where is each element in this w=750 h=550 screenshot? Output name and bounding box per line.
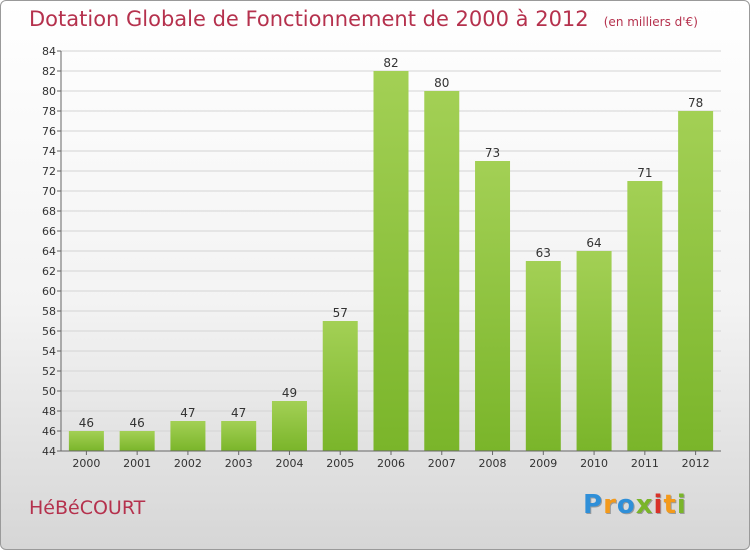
logo-letter: r (603, 490, 617, 520)
proxiti-logo: Proxiti (583, 490, 687, 520)
x-tick-label: 2009 (529, 457, 557, 470)
y-tick-label: 72 (42, 165, 56, 178)
y-tick-label: 60 (42, 285, 56, 298)
data-label: 47 (231, 406, 246, 420)
bar (475, 161, 511, 451)
chart-title: Dotation Globale de Fonctionnement de 20… (29, 7, 589, 31)
bar (525, 261, 561, 451)
y-tick-label: 66 (42, 225, 56, 238)
logo-letter: t (663, 490, 677, 520)
bar (170, 421, 206, 451)
x-tick-label: 2012 (682, 457, 710, 470)
y-tick-label: 76 (42, 125, 56, 138)
x-tick-label: 2006 (377, 457, 405, 470)
chart-title-block: Dotation Globale de Fonctionnement de 20… (29, 7, 698, 31)
bars: 46 46 47 47 49 57 82 80 73 63 64 71 78 (68, 56, 714, 451)
logo-letter: P (583, 490, 604, 520)
data-label: 49 (282, 386, 297, 400)
y-tick-label: 54 (42, 345, 56, 358)
y-tick-label: 62 (42, 265, 56, 278)
y-tick-label: 82 (42, 65, 56, 78)
y-tick-label: 68 (42, 205, 56, 218)
data-label: 46 (130, 416, 145, 430)
x-tick-label: 2001 (123, 457, 151, 470)
data-label: 46 (79, 416, 94, 430)
commune-name: HéBéCOURT (29, 497, 146, 519)
y-tick-label: 74 (42, 145, 56, 158)
logo-letter: i (653, 490, 664, 520)
data-label: 82 (383, 56, 398, 70)
data-label: 78 (688, 96, 703, 110)
y-tick-label: 78 (42, 105, 56, 118)
bar (627, 181, 663, 451)
data-label: 73 (485, 146, 500, 160)
x-tick-label: 2011 (631, 457, 659, 470)
y-tick-label: 46 (42, 425, 56, 438)
y-tick-label: 70 (42, 185, 56, 198)
logo-letter: o (616, 490, 636, 520)
y-tick-label: 50 (42, 385, 56, 398)
y-tick-label: 84 (42, 45, 56, 58)
logo-letter: i (676, 490, 687, 520)
x-tick-label: 2005 (326, 457, 354, 470)
bar (271, 401, 307, 451)
data-label: 63 (536, 246, 551, 260)
x-tick-label: 2000 (72, 457, 100, 470)
data-label: 71 (637, 166, 652, 180)
x-tick-label: 2003 (225, 457, 253, 470)
data-label: 57 (333, 306, 348, 320)
x-tick-label: 2008 (479, 457, 507, 470)
x-tick-label: 2010 (580, 457, 608, 470)
bar (119, 431, 155, 451)
y-tick-label: 58 (42, 305, 56, 318)
data-label: 47 (180, 406, 195, 420)
y-tick-label: 48 (42, 405, 56, 418)
y-tick-label: 64 (42, 245, 56, 258)
bar (322, 321, 358, 451)
y-tick-label: 80 (42, 85, 56, 98)
bar (221, 421, 257, 451)
chart-subtitle: (en milliers d'€) (603, 15, 698, 29)
bar (424, 91, 460, 451)
bar (678, 111, 714, 451)
x-tick-label: 2004 (275, 457, 303, 470)
bar (576, 251, 612, 451)
x-tick-label: 2002 (174, 457, 202, 470)
data-label: 64 (586, 236, 601, 250)
y-tick-label: 44 (42, 445, 56, 458)
data-label: 80 (434, 76, 449, 90)
logo-letter: x (635, 490, 654, 520)
bar (373, 71, 409, 451)
x-tick-label: 2007 (428, 457, 456, 470)
y-tick-label: 52 (42, 365, 56, 378)
y-tick-label: 56 (42, 325, 56, 338)
bar (68, 431, 104, 451)
axes: 44 46 48 50 52 54 56 58 60 62 64 66 68 70 72 74 76 78 80 82… (42, 45, 721, 470)
